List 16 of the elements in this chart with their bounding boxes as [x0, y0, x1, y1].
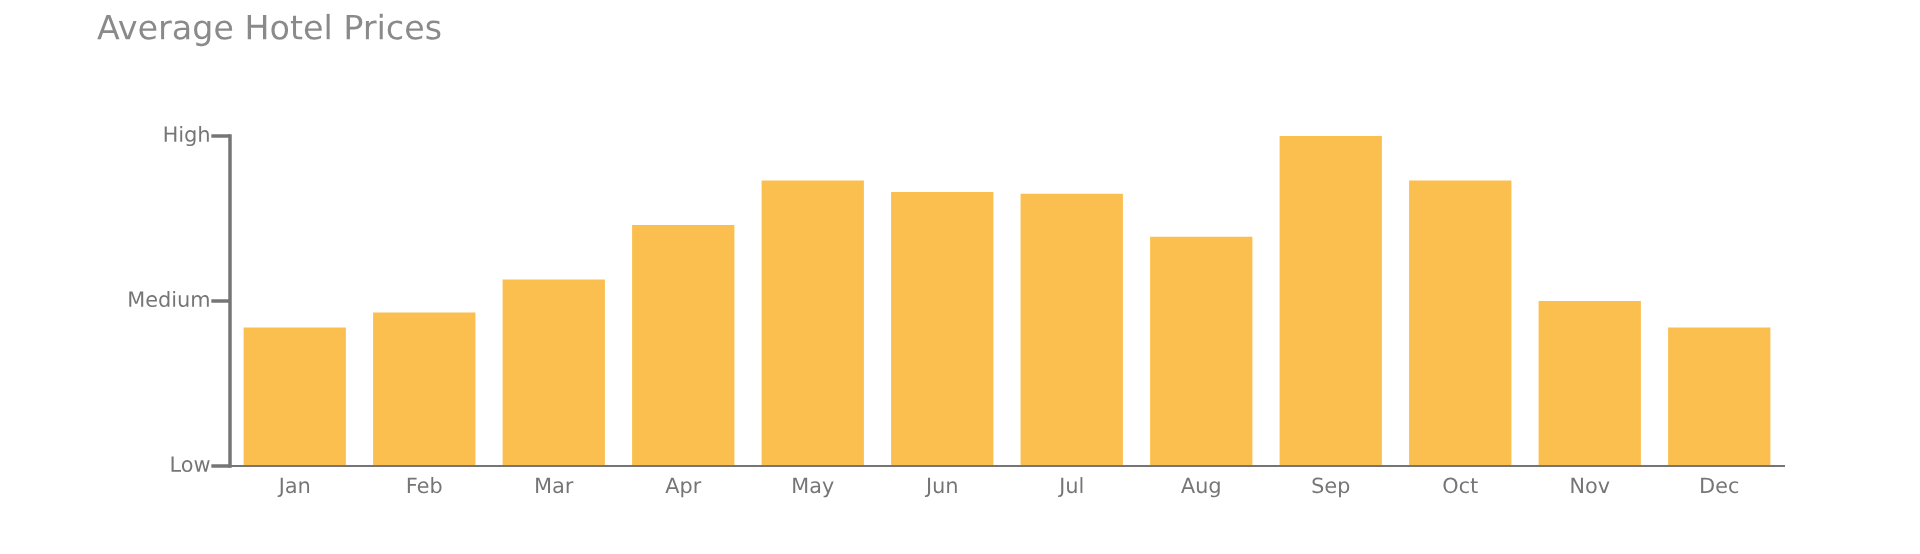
x-tick-label: May — [793, 477, 834, 498]
x-tick-label: Nov — [1571, 477, 1610, 494]
chart-title: Average Hotel Prices — [97, 13, 441, 47]
text: High — [164, 125, 209, 147]
x-tick-label: Apr — [665, 477, 702, 498]
text: Low — [171, 456, 210, 473]
x-tick-label: Oct — [1443, 477, 1478, 494]
x-tick-label: Jan — [277, 477, 310, 498]
x-tick-label: Jun — [924, 477, 957, 498]
x-tick-label: Sep — [1312, 477, 1350, 498]
x-tick-label: Dec — [1701, 477, 1739, 494]
text: Medium — [129, 290, 209, 308]
x-tick-label: Feb — [407, 477, 442, 494]
x-tick-label: Mar — [536, 477, 574, 494]
x-tick-label: Jul — [1058, 477, 1083, 498]
x-tick-label: Aug — [1181, 477, 1220, 498]
